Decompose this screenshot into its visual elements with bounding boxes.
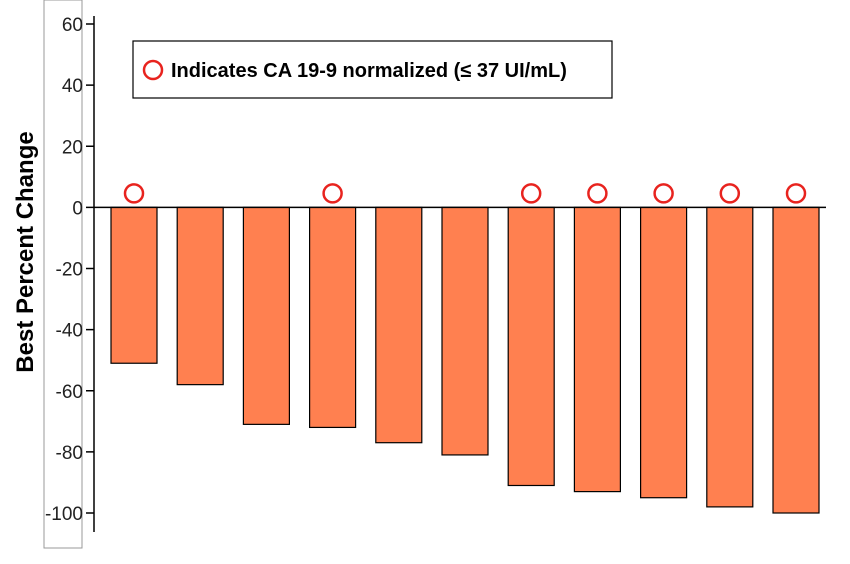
bar <box>441 206 489 456</box>
y-tick-label: 60 <box>62 15 83 36</box>
y-tick-label: -100 <box>45 504 83 525</box>
legend: Indicates CA 19-9 normalized (≤ 37 UI/mL… <box>132 40 613 99</box>
normalized-marker-circle-icon <box>785 183 807 204</box>
y-axis-ticks: 60 40 20 0 -20 -40 -60 -80 -100 <box>45 15 94 525</box>
y-axis-title: Best Percent Change <box>12 131 39 372</box>
bar <box>176 206 224 386</box>
y-axis-title-box <box>43 0 83 549</box>
bar <box>309 206 357 429</box>
bar <box>375 206 423 444</box>
normalized-marker-circle-icon <box>123 183 145 204</box>
y-tick-label: -20 <box>56 260 83 281</box>
bar <box>573 206 622 493</box>
bar <box>507 206 555 487</box>
y-tick-label: 40 <box>62 76 83 97</box>
normalized-marker-circle-icon <box>653 183 674 204</box>
normalized-marker-circle-icon <box>587 183 608 204</box>
y-tick-label: 0 <box>72 198 83 219</box>
bar <box>706 206 754 508</box>
bar <box>639 206 688 499</box>
legend-box <box>132 40 613 99</box>
legend-marker-circle-icon <box>142 59 164 81</box>
legend-text: Indicates CA 19-9 normalized (≤ 37 UI/mL… <box>171 60 567 82</box>
normalized-markers <box>123 183 807 204</box>
bar <box>242 206 290 425</box>
y-tick-label: -60 <box>56 382 83 403</box>
y-tick-label: -40 <box>56 321 83 342</box>
normalized-marker-circle-icon <box>322 183 343 204</box>
bar <box>110 206 158 364</box>
y-tick-label: -80 <box>56 443 83 464</box>
normalized-marker-circle-icon <box>719 183 741 204</box>
normalized-marker-circle-icon <box>520 183 542 204</box>
bar <box>772 206 820 514</box>
bars <box>110 206 820 514</box>
y-tick-label: 20 <box>62 137 83 158</box>
